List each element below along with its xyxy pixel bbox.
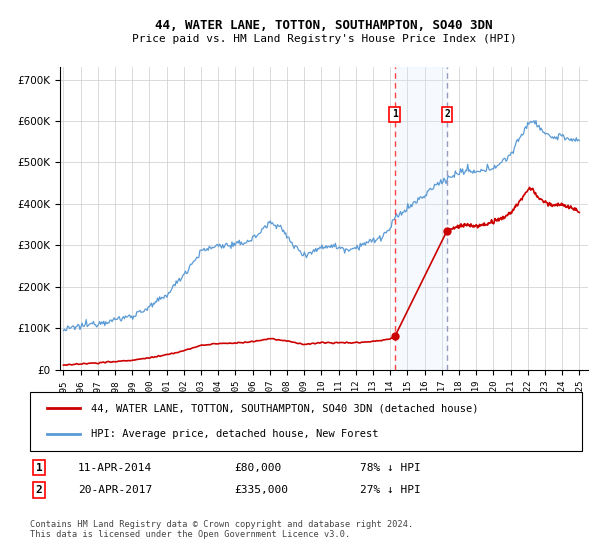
Text: 27% ↓ HPI: 27% ↓ HPI [360,485,421,495]
Text: 1: 1 [35,463,43,473]
FancyBboxPatch shape [30,392,582,451]
Text: 44, WATER LANE, TOTTON, SOUTHAMPTON, SO40 3DN (detached house): 44, WATER LANE, TOTTON, SOUTHAMPTON, SO4… [91,403,478,413]
Text: 11-APR-2014: 11-APR-2014 [78,463,152,473]
Text: 1: 1 [392,109,398,119]
Bar [395,67,447,370]
Text: £80,000: £80,000 [234,463,281,473]
Text: Price paid vs. HM Land Registry's House Price Index (HPI): Price paid vs. HM Land Registry's House … [131,34,517,44]
Text: 2: 2 [35,485,43,495]
Text: 2: 2 [444,109,450,119]
Text: 78% ↓ HPI: 78% ↓ HPI [360,463,421,473]
Text: £335,000: £335,000 [234,485,288,495]
Text: HPI: Average price, detached house, New Forest: HPI: Average price, detached house, New … [91,430,378,440]
Text: Contains HM Land Registry data © Crown copyright and database right 2024.
This d: Contains HM Land Registry data © Crown c… [30,520,413,539]
Text: 20-APR-2017: 20-APR-2017 [78,485,152,495]
Text: 44, WATER LANE, TOTTON, SOUTHAMPTON, SO40 3DN: 44, WATER LANE, TOTTON, SOUTHAMPTON, SO4… [155,18,493,32]
